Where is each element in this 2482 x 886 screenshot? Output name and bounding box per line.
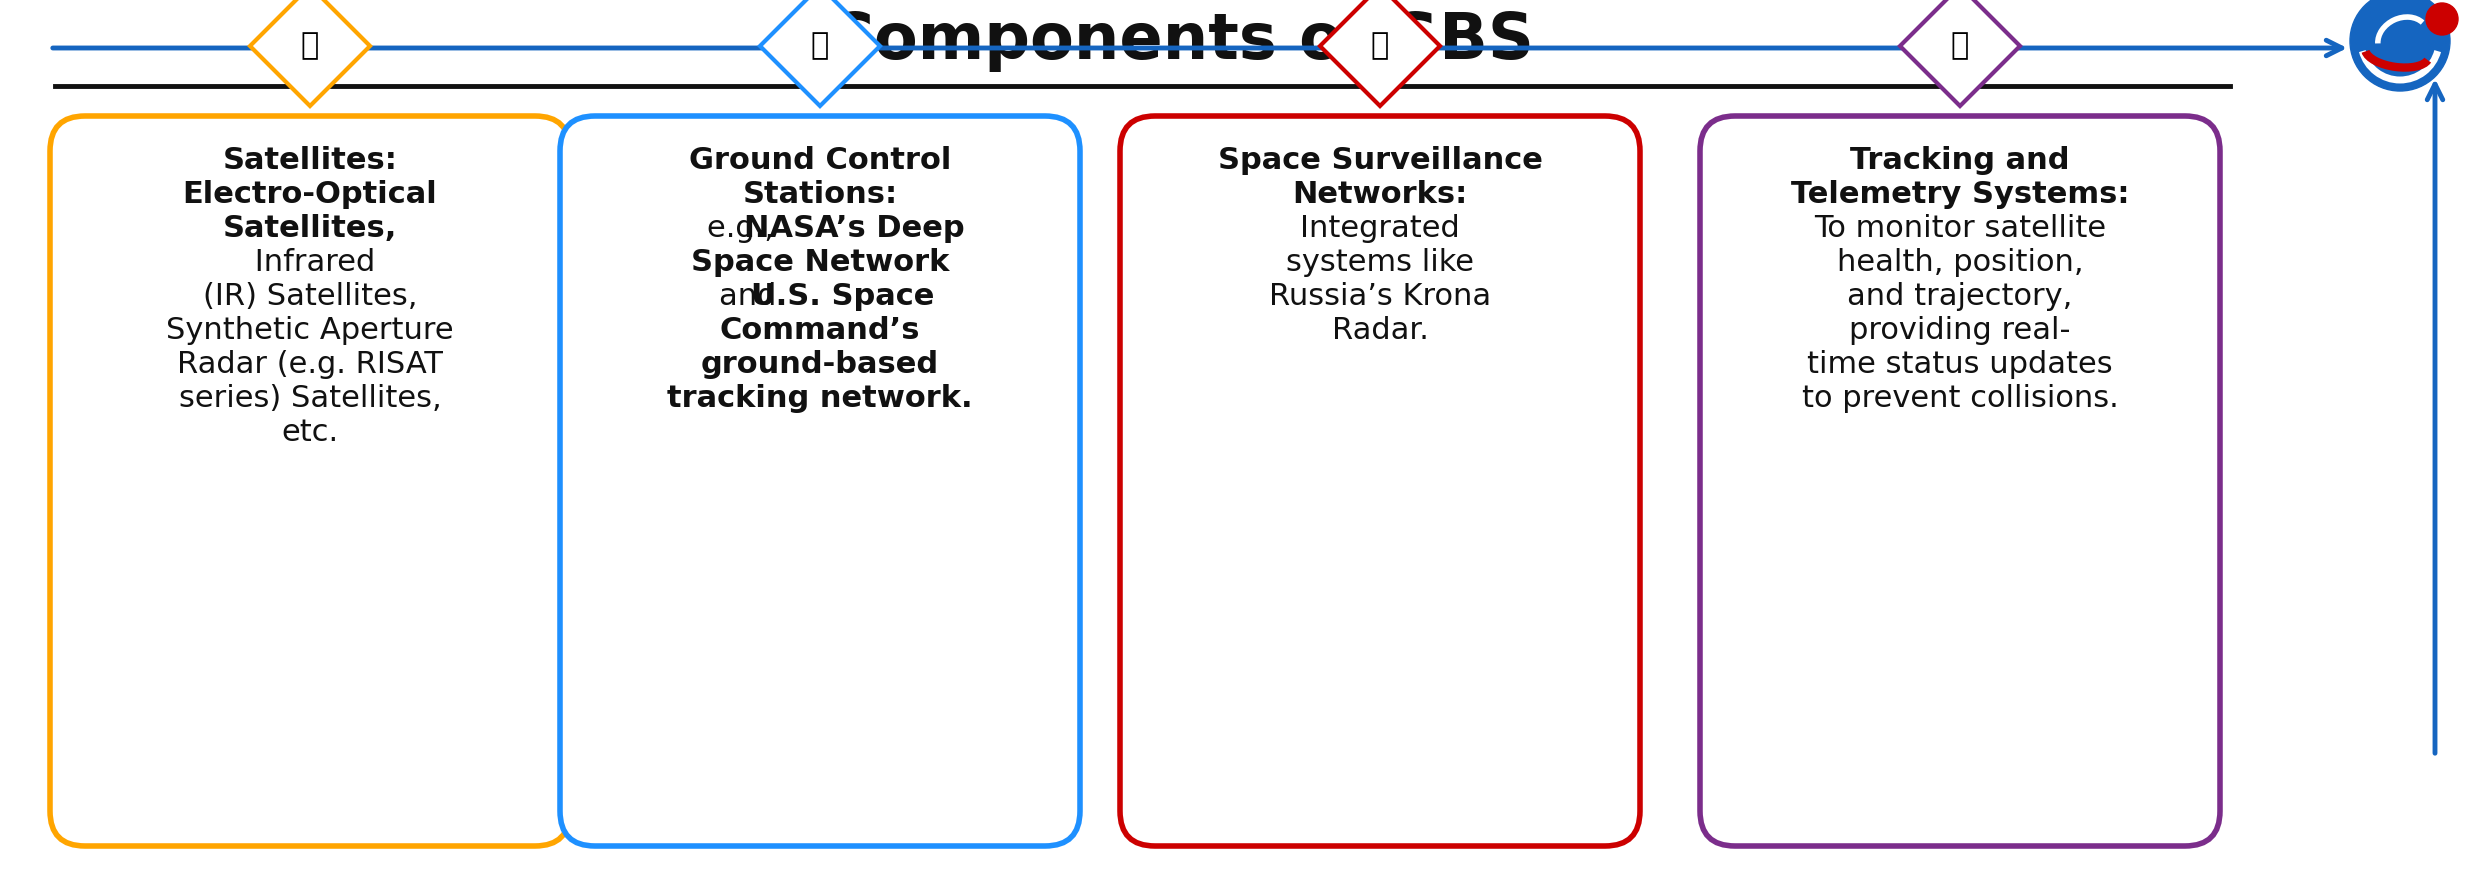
Text: 📡: 📡 (812, 32, 829, 60)
Circle shape (2350, 0, 2450, 91)
Text: Synthetic Aperture: Synthetic Aperture (166, 316, 454, 345)
Text: Tracking and: Tracking and (1849, 146, 2070, 175)
Text: 🔭: 🔭 (1370, 32, 1390, 60)
Text: 💻: 💻 (1951, 32, 1968, 60)
Text: Components of SBS: Components of SBS (827, 10, 1534, 72)
Polygon shape (251, 0, 370, 106)
Text: Radar.: Radar. (1330, 316, 1430, 345)
Text: U.S. Space: U.S. Space (752, 282, 936, 311)
Text: 🛰: 🛰 (300, 32, 320, 60)
Text: health, position,: health, position, (1837, 248, 2082, 277)
Text: (IR) Satellites,: (IR) Satellites, (204, 282, 417, 311)
Text: ground-based: ground-based (700, 350, 938, 379)
Polygon shape (1320, 0, 1440, 106)
Text: Telemetry Systems:: Telemetry Systems: (1790, 180, 2130, 209)
Text: Electro-Optical: Electro-Optical (184, 180, 437, 209)
Text: tracking network.: tracking network. (668, 384, 973, 413)
Text: series) Satellites,: series) Satellites, (179, 384, 442, 413)
Text: and: and (720, 282, 787, 311)
Circle shape (2425, 3, 2457, 35)
Polygon shape (1901, 0, 2020, 106)
FancyBboxPatch shape (50, 116, 571, 846)
Text: Radar (e.g. RISAT: Radar (e.g. RISAT (176, 350, 442, 379)
Text: Russia’s Krona: Russia’s Krona (1268, 282, 1492, 311)
Text: to prevent collisions.: to prevent collisions. (1802, 384, 2117, 413)
Text: time status updates: time status updates (1807, 350, 2112, 379)
Text: Integrated: Integrated (1301, 214, 1459, 243)
Text: Space Surveillance: Space Surveillance (1219, 146, 1541, 175)
FancyBboxPatch shape (1700, 116, 2219, 846)
FancyBboxPatch shape (561, 116, 1080, 846)
Text: Ground Control: Ground Control (690, 146, 951, 175)
Text: Satellites:: Satellites: (223, 146, 397, 175)
Text: e.g.,: e.g., (707, 214, 784, 243)
Text: systems like: systems like (1286, 248, 1474, 277)
Text: Satellites,: Satellites, (223, 214, 397, 243)
Text: and trajectory,: and trajectory, (1847, 282, 2072, 311)
Text: Infrared: Infrared (246, 248, 375, 277)
Text: NASA’s Deep: NASA’s Deep (745, 214, 965, 243)
Text: Space Network: Space Network (690, 248, 948, 277)
Text: To monitor satellite: To monitor satellite (1814, 214, 2107, 243)
Text: Stations:: Stations: (742, 180, 898, 209)
Text: etc.: etc. (280, 418, 338, 447)
Text: Networks:: Networks: (1293, 180, 1467, 209)
Text: providing real-: providing real- (1849, 316, 2070, 345)
Polygon shape (759, 0, 881, 106)
FancyBboxPatch shape (1119, 116, 1641, 846)
Text: Command’s: Command’s (720, 316, 921, 345)
